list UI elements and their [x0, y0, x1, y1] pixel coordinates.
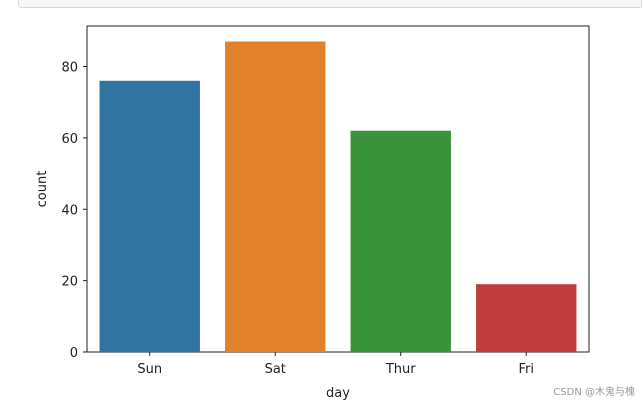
plot-frame — [86, 25, 590, 353]
x-tick-label-sat: Sat — [265, 362, 286, 377]
watermark: CSDN @木鬼与槐 — [553, 387, 635, 398]
y-axis-label: count — [35, 171, 50, 208]
x-tick-label-fri: Fri — [519, 362, 535, 377]
bar-thur — [350, 130, 451, 352]
x-tick-label-thur: Thur — [385, 362, 416, 377]
x-tick-label-sun: Sun — [137, 362, 162, 377]
bar-fri — [476, 284, 577, 352]
x-axis-label: day — [326, 386, 350, 401]
notebook-cell-border — [18, 0, 642, 8]
y-tick-label-0: 0 — [70, 346, 78, 361]
y-tick-label-20: 20 — [61, 275, 78, 290]
bar-sun — [99, 80, 200, 352]
x-axis: Sun Sat Thur Fri — [137, 352, 534, 377]
bars-group — [99, 41, 577, 353]
y-tick-label-40: 40 — [61, 203, 78, 218]
y-axis: 0 20 40 60 80 — [61, 61, 87, 361]
y-tick-label-80: 80 — [61, 61, 78, 76]
bar-sat — [225, 41, 326, 353]
y-tick-label-60: 60 — [61, 132, 78, 147]
